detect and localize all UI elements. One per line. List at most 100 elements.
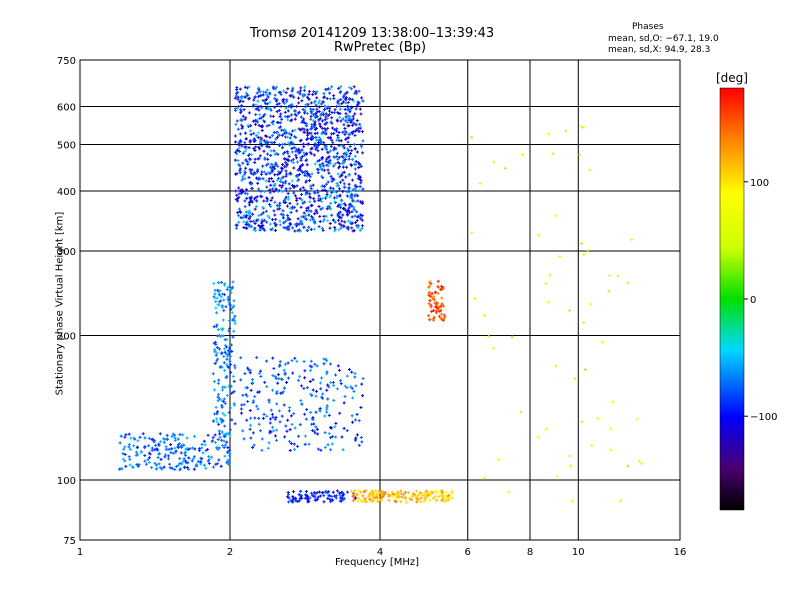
echo-point [314, 394, 318, 398]
echo-point [320, 196, 324, 200]
echo-point [350, 196, 354, 200]
echo-point [168, 466, 172, 470]
echo-point [281, 213, 285, 217]
echo-point [281, 132, 285, 136]
echo-point [297, 378, 301, 382]
echo-point [316, 447, 320, 451]
echo-point [260, 106, 264, 110]
echo-point [335, 387, 339, 391]
echo-point [335, 104, 339, 108]
echo-point [227, 302, 231, 306]
echo-point [292, 145, 296, 149]
echo-point [292, 95, 296, 99]
echo-point [247, 200, 251, 204]
echo-point [236, 106, 240, 110]
echo-point [258, 429, 262, 433]
echo-point [152, 439, 156, 443]
echo-point [216, 288, 220, 292]
echo-point [335, 489, 339, 493]
chart-subtitle: RwPretec (Bp) [334, 40, 427, 55]
echo-point [251, 378, 255, 382]
echo-point [322, 92, 326, 96]
echo-point [348, 145, 352, 149]
echo-point [337, 215, 341, 219]
echo-point [225, 345, 228, 349]
echo-point [222, 445, 226, 449]
echo-point [310, 493, 314, 497]
echo-point [282, 403, 286, 407]
echo-point [243, 117, 247, 121]
echo-point [358, 188, 362, 192]
echo-point [360, 218, 364, 222]
echo-point [215, 417, 219, 421]
echo-point [349, 489, 353, 493]
echo-point [309, 131, 313, 135]
echo-point [265, 88, 269, 92]
echo-point [235, 226, 239, 230]
echo-point [246, 123, 250, 127]
echo-point [470, 231, 474, 235]
echo-point [352, 188, 356, 192]
echo-point [308, 150, 312, 154]
echo-point [629, 238, 633, 242]
echo-point [291, 87, 295, 91]
echo-point [282, 386, 286, 390]
echo-point [293, 117, 297, 121]
echo-point [259, 194, 263, 198]
echo-point [261, 205, 265, 209]
echo-point [158, 432, 162, 436]
echo-point [399, 489, 403, 493]
echo-point [324, 130, 328, 134]
echo-point [159, 457, 163, 461]
colorbar-tick-label: 0 [750, 295, 756, 306]
echo-point [295, 175, 299, 179]
echo-point [376, 499, 380, 503]
echo-point [324, 195, 328, 199]
echo-point [357, 489, 361, 493]
echo-point [239, 109, 243, 113]
echo-point [433, 305, 437, 309]
echo-point [233, 422, 237, 426]
echo-point [280, 128, 284, 132]
echo-point [242, 226, 246, 230]
echo-point [586, 248, 590, 252]
y-tick-label: 100 [57, 476, 76, 487]
colorbar-gradient [719, 87, 745, 511]
echo-point [348, 204, 352, 208]
echo-point [248, 215, 252, 219]
echo-point [609, 427, 613, 431]
echo-point [300, 171, 304, 175]
echo-point [342, 401, 346, 405]
echo-point [506, 490, 510, 494]
echo-point [305, 174, 309, 178]
echo-point [313, 495, 317, 499]
echo-point [332, 384, 336, 388]
echo-point [127, 443, 131, 447]
echo-point [339, 496, 343, 500]
echo-point [258, 113, 262, 117]
echo-point [287, 114, 291, 118]
echo-point [416, 494, 420, 498]
echo-point [275, 151, 279, 155]
echo-point [318, 490, 322, 494]
echo-point [225, 431, 229, 435]
echo-point [240, 179, 244, 183]
echo-point [300, 198, 304, 202]
echo-point [265, 98, 269, 102]
echo-point [293, 229, 297, 233]
echo-point [297, 434, 301, 438]
echo-point [309, 187, 313, 191]
echo-point [262, 199, 266, 203]
echo-point [347, 136, 351, 140]
echo-point [288, 136, 292, 140]
echo-point [123, 435, 127, 439]
echo-point [184, 453, 188, 457]
echo-point [260, 437, 264, 441]
echo-point [334, 373, 338, 377]
echo-point [313, 362, 317, 366]
echo-point [438, 287, 442, 291]
echo-point [298, 489, 302, 493]
echo-point [191, 446, 195, 450]
echo-point [360, 145, 364, 149]
echo-point [309, 114, 313, 118]
